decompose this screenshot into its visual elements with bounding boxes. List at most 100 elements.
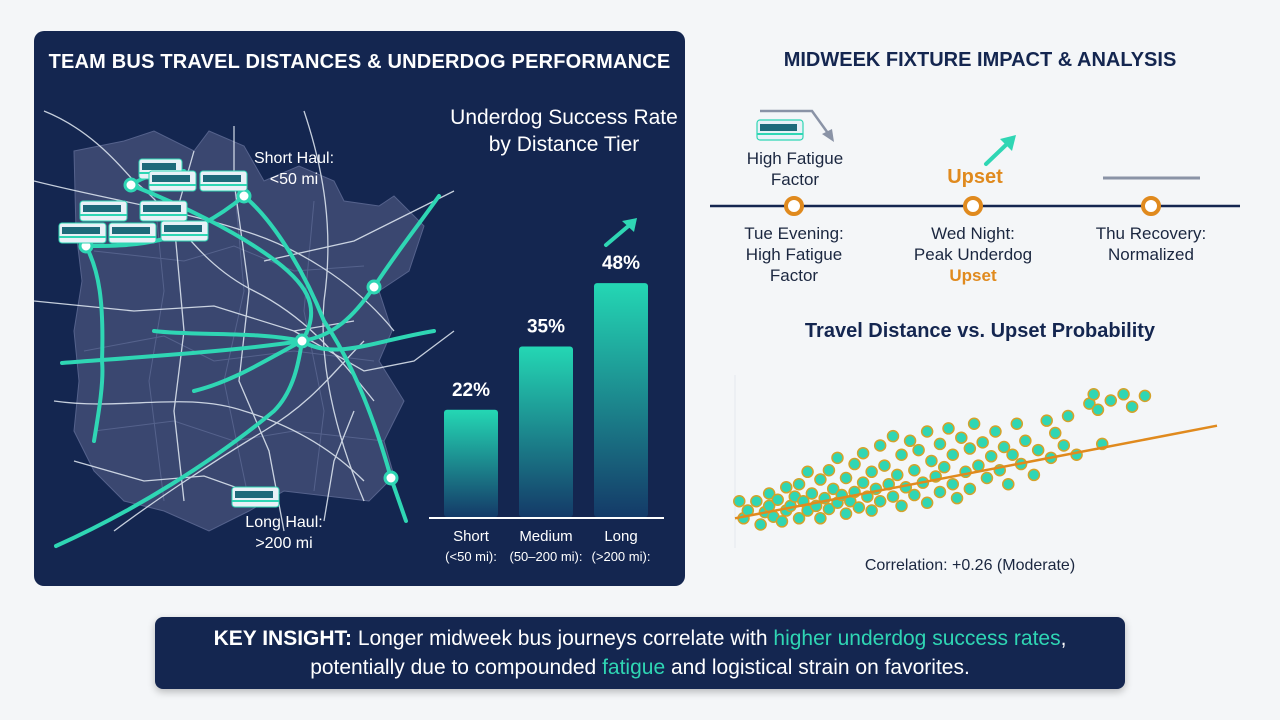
scatter-point	[1125, 400, 1139, 413]
insight-highlight-success: higher underdog success rates	[773, 627, 1061, 650]
bus-icon	[756, 119, 804, 141]
bus-icon	[108, 222, 157, 244]
timeline-title: MIDWEEK FIXTURE IMPACT & ANALYSIS	[783, 49, 1177, 71]
scatter-point	[1091, 403, 1105, 417]
scatter-point	[873, 439, 887, 452]
scatter-point	[822, 502, 836, 516]
scatter-point	[946, 448, 960, 461]
scatter-title: Travel Distance vs. Upset Probability	[804, 320, 1156, 342]
bar-category-label: Short	[453, 528, 490, 545]
scatter-point	[937, 460, 951, 474]
left-panel-title: TEAM BUS TRAVEL DISTANCES & UNDERDOG PER…	[48, 51, 671, 73]
bar-1	[519, 346, 573, 517]
scatter-point	[805, 487, 819, 500]
scatter-point	[1138, 389, 1152, 403]
bar-0	[444, 409, 498, 517]
scatter-point	[920, 425, 934, 438]
scatter-point	[1049, 426, 1062, 440]
scatter-point	[976, 436, 989, 449]
scatter-point	[856, 446, 870, 460]
key-insight-banner: KEY INSIGHT: Longer midweek bus journeys…	[155, 617, 1125, 689]
bar-2	[594, 283, 648, 517]
arrow-up-right-icon	[604, 218, 637, 247]
scatter-point	[775, 515, 789, 528]
scatter-point	[814, 512, 827, 525]
scatter-point	[950, 491, 964, 505]
scatter-point	[792, 477, 806, 491]
scatter-point	[1006, 448, 1019, 461]
scatter-point	[814, 473, 827, 486]
bar-category-sublabel: (50–200 mi):	[510, 549, 583, 564]
scatter-point	[865, 465, 878, 479]
fatigue-factor-label: High Fatigue Factor	[746, 149, 844, 189]
scatter-point	[980, 471, 994, 485]
scatter-point	[754, 518, 767, 531]
scatter-point	[878, 459, 891, 472]
scatter-point	[925, 454, 938, 468]
bar-chart: 22% Short (<50 mi): 35% Medium (50–200 mi): 48…	[429, 218, 664, 564]
scatter-point	[955, 431, 968, 444]
upset-label: Upset	[947, 166, 1003, 188]
scatter-point	[865, 504, 878, 517]
scatter-point	[908, 464, 921, 477]
scatter-point	[1087, 388, 1100, 401]
scatter-point	[801, 465, 814, 479]
scatter-point	[903, 434, 917, 448]
scatter-point	[1117, 388, 1130, 401]
timeline-point-thu: Thu Recovery: Normalized	[1095, 224, 1207, 264]
key-insight-text: KEY INSIGHT: Longer midweek bus journeys…	[213, 627, 1067, 679]
scatter-point	[989, 425, 1002, 438]
scatter-point	[873, 495, 887, 508]
scatter-point	[831, 451, 844, 465]
scatter-point	[856, 476, 870, 489]
bar-category-label: Medium	[519, 528, 572, 545]
scatter-point	[963, 482, 977, 496]
bus-icon	[231, 486, 280, 508]
bus-icon	[148, 170, 197, 192]
scatter-point	[886, 429, 900, 443]
bar-category-sublabel: (<50 mi):	[445, 549, 497, 564]
scatter-point	[967, 417, 981, 430]
scatter-point	[826, 482, 840, 496]
scatter-point	[984, 450, 998, 463]
scatter-point	[933, 485, 947, 499]
bar-value-label: 48%	[602, 253, 640, 274]
trend-line	[734, 424, 1218, 520]
bar-category-label: Long	[604, 528, 637, 545]
scatter-point	[1057, 439, 1071, 452]
scatter-point	[1010, 417, 1024, 430]
route-map	[34, 110, 455, 548]
long-haul-label: Long Haul: >200 mi	[245, 514, 323, 552]
scatter-point	[895, 448, 908, 461]
scatter-point	[972, 459, 985, 472]
bus-icon-group	[58, 158, 280, 508]
arrow-up-right-icon	[984, 135, 1016, 166]
scatter-point	[946, 477, 960, 491]
scatter-point	[912, 443, 925, 457]
scatter-point	[1104, 394, 1118, 407]
scatter-point	[822, 464, 836, 477]
arrow-down-right-icon	[760, 109, 834, 142]
timeline-point-tue: Tue Evening: High Fatigue Factor	[744, 224, 844, 285]
scatter-point	[997, 440, 1011, 454]
scatter-point	[1061, 409, 1075, 423]
scatter-point	[771, 493, 784, 506]
scatter-point	[891, 468, 904, 482]
scatter-point	[1002, 477, 1015, 491]
bar-category-sublabel: (>200 mi):	[592, 549, 651, 564]
scatter-point	[779, 481, 793, 494]
scatter-point	[792, 512, 806, 525]
insight-highlight-fatigue: fatigue	[602, 656, 666, 679]
scatter-point	[886, 490, 900, 503]
scatter-point	[942, 422, 955, 435]
scatter-point	[963, 442, 977, 455]
travel-distance-panel: TEAM BUS TRAVEL DISTANCES & UNDERDOG PER…	[34, 31, 685, 586]
timeline-point-wed: Wed Night: Peak Underdog Upset	[913, 224, 1033, 285]
scatter-point	[1031, 443, 1045, 457]
scatter-point	[1019, 434, 1032, 448]
bus-icon	[79, 200, 128, 222]
bus-icon	[139, 200, 188, 222]
scatter-point	[839, 471, 853, 485]
bus-icon	[160, 220, 209, 242]
